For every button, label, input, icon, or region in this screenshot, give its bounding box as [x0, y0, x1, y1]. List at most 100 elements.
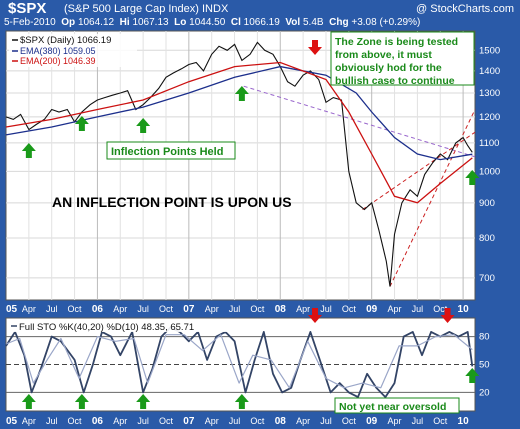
- stoch-legend: Full STO %K(40,20) %D(10) 48.35, 65.71: [9, 320, 241, 333]
- stoch-arrows: [21, 308, 480, 409]
- x-tick-4: 06: [92, 304, 104, 315]
- stoch-tick-20: 20: [479, 387, 490, 398]
- stoch-tick-80: 80: [479, 332, 490, 343]
- quote-cl-label: Cl: [230, 17, 241, 28]
- x-tick-bottom-15: Oct: [342, 416, 357, 426]
- inflection-held-text: Inflection Points Held: [111, 146, 223, 158]
- price-series-2: [5, 61, 473, 204]
- price-up-arrow-3: [234, 86, 249, 101]
- quote-op: 1064.12: [77, 17, 115, 28]
- x-tick-13: Apr: [296, 304, 310, 314]
- x-tick-2: Jul: [46, 304, 58, 314]
- quote-op-label: Op: [61, 17, 76, 28]
- x-tick-11: Oct: [250, 304, 265, 314]
- quote-date: 5-Feb-2010: [4, 17, 56, 28]
- price-arrows: [21, 40, 480, 185]
- stoch-down-arrow-0: [308, 308, 323, 323]
- stoch-up-arrow-0: [21, 394, 36, 409]
- watermark: @ StockCharts.com: [416, 3, 514, 15]
- x-tick-14: Jul: [320, 304, 332, 314]
- x-tick-bottom-13: Apr: [296, 416, 310, 426]
- price-up-arrow-0: [21, 143, 36, 158]
- x-tick-bottom-10: Jul: [229, 416, 241, 426]
- quote-vol: 5.4B: [302, 17, 324, 28]
- oversold-text: Not yet near oversold: [339, 401, 446, 413]
- x-tick-bottom-3: Oct: [68, 416, 83, 426]
- x-tick-bottom-16: 09: [366, 416, 378, 427]
- stoch-up-arrow-3: [234, 394, 249, 409]
- x-tick-6: Jul: [137, 304, 149, 314]
- price-legend: $SPX (Daily) 1066.19 EMA(380) 1059.05 EM…: [9, 34, 137, 67]
- stoch-series-0: [5, 326, 474, 399]
- zone-annotation: The Zone is being tested from above, it …: [330, 31, 475, 87]
- x-tick-5: Apr: [113, 304, 127, 314]
- price-tick-1200: 1200: [479, 112, 500, 123]
- x-tick-19: Oct: [433, 304, 448, 314]
- oversold-annotation: Not yet near oversold: [334, 397, 460, 414]
- quote-hi-label: Hi: [119, 17, 130, 28]
- price-up-arrow-1: [74, 116, 89, 131]
- x-tick-bottom-0: 05: [6, 416, 18, 427]
- zone-annotation-line-1: The Zone is being tested: [335, 36, 458, 48]
- stoch-up-arrow-1: [74, 394, 89, 409]
- stoch-series: [5, 326, 474, 399]
- x-tick-bottom-4: 06: [92, 416, 104, 427]
- quote-chg: +3.08 (+0.29%): [351, 17, 421, 28]
- x-tick-bottom-9: Apr: [205, 416, 219, 426]
- zone-annotation-line-3: obviously hod for the: [335, 62, 442, 74]
- x-tick-10: Jul: [229, 304, 241, 314]
- x-tick-1: Apr: [22, 304, 36, 314]
- chart-description: (S&P 500 Large Cap Index) INDX: [64, 3, 229, 15]
- stoch-y-tick-labels: 20 50 80: [479, 332, 490, 399]
- stoch-series-1: [5, 334, 473, 389]
- x-tick-3: Oct: [68, 304, 83, 314]
- x-tick-bottom-6: Jul: [137, 416, 149, 426]
- x-tick-bottom-2: Jul: [46, 416, 58, 426]
- x-tick-20: 10: [458, 304, 470, 315]
- zone-annotation-line-2: from above, it must: [335, 49, 432, 61]
- x-tick-16: 09: [366, 304, 378, 315]
- legend-ema380-label: EMA(380) 1059.05: [20, 46, 96, 56]
- chart-symbol: $SPX: [8, 0, 47, 17]
- x-tick-bottom-20: 10: [458, 416, 470, 427]
- quote-hi: 1067.13: [132, 17, 169, 28]
- x-tick-8: 07: [183, 304, 195, 315]
- x-tick-bottom-18: Jul: [412, 416, 424, 426]
- x-tick-bottom-12: 08: [275, 416, 287, 427]
- quote-lo: 1044.50: [189, 17, 226, 28]
- x-tick-labels: 05 Apr Jul Oct 06 Apr Jul Oct 07 Apr Jul Oct 08 Apr Ju…: [6, 304, 469, 315]
- x-tick-bottom-19: Oct: [433, 416, 448, 426]
- x-tick-18: Jul: [412, 304, 424, 314]
- x-tick-bottom-7: Oct: [159, 416, 174, 426]
- x-tick-17: Apr: [388, 304, 402, 314]
- stoch-down-arrow-1: [440, 308, 455, 323]
- x-tick-bottom-11: Oct: [250, 416, 265, 426]
- x-tick-bottom-5: Apr: [113, 416, 127, 426]
- trendline-purple: [243, 85, 476, 158]
- trendline-red-upper: [362, 131, 476, 210]
- stoch-up-arrow-4: [465, 368, 480, 383]
- price-tick-800: 800: [479, 233, 495, 244]
- zone-annotation-line-4: bullish case to continue: [335, 75, 455, 87]
- price-series-0: [5, 41, 473, 287]
- price-y-tick-labels: 700 800 900 1000 1100 1200 1300 1400 1500: [479, 45, 500, 284]
- main-annotation: AN INFLECTION POINT IS UPON US: [52, 194, 292, 210]
- x-tick-bottom-8: 07: [183, 416, 195, 427]
- stoch-up-arrow-2: [136, 394, 151, 409]
- x-tick-bottom-1: Apr: [22, 416, 36, 426]
- price-tick-1000: 1000: [479, 166, 500, 177]
- x-tick-labels-bottom: 05 Apr Jul Oct 06 Apr Jul Oct 07 Apr Jul Oct 08 Apr Ju…: [6, 416, 469, 427]
- quote-line: 5-Feb-2010 Op 1064.12 Hi 1067.13 Lo 1044…: [4, 17, 420, 28]
- x-tick-0: 05: [6, 304, 18, 315]
- price-series: [5, 41, 473, 287]
- price-tick-1100: 1100: [479, 138, 499, 149]
- x-tick-bottom-14: Jul: [320, 416, 332, 426]
- quote-chg-label: Chg: [329, 17, 349, 28]
- x-tick-15: Oct: [342, 304, 357, 314]
- quote-vol-label: Vol: [285, 17, 301, 28]
- x-tick-9: Apr: [205, 304, 219, 314]
- price-tick-1400: 1400: [479, 66, 500, 77]
- quote-lo-label: Lo: [174, 17, 187, 28]
- x-tick-12: 08: [275, 304, 287, 315]
